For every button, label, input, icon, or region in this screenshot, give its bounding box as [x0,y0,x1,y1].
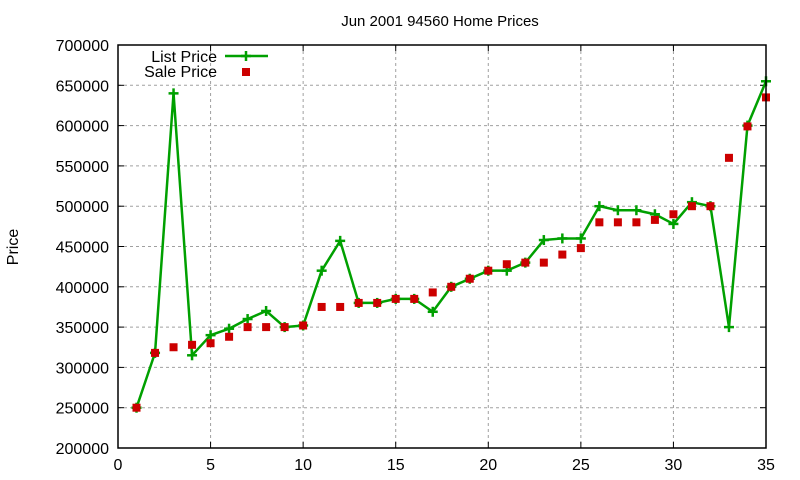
y-tick-label: 650000 [56,78,109,95]
square-marker-icon [410,294,419,303]
square-marker-icon [558,250,567,259]
square-marker-icon [169,343,178,352]
x-tick-label: 0 [114,457,123,474]
y-tick-label: 300000 [56,360,109,377]
x-tick-label: 30 [665,457,683,474]
series-list-price [131,76,771,413]
x-tick-label: 5 [206,457,215,474]
square-marker-icon [687,202,696,211]
series-sale-price [132,93,770,412]
square-marker-icon [447,282,456,291]
square-marker-icon [428,288,437,297]
square-marker-icon [539,258,548,267]
square-marker-icon [391,294,400,303]
x-tick-label: 20 [479,457,497,474]
square-marker-icon [706,202,715,211]
chart-title: Jun 2001 94560 Home Prices [341,13,539,30]
square-marker-icon [373,298,382,307]
square-marker-icon [576,244,585,253]
y-axis-label: Price [5,229,22,266]
legend-label-sale-price: Sale Price [144,64,217,81]
grid-lines [118,45,766,448]
y-tick-label: 500000 [56,199,109,216]
square-marker-icon [225,332,234,341]
x-tick-label: 25 [572,457,590,474]
square-marker-icon [484,266,493,275]
square-marker-icon [262,323,271,332]
y-tick-label: 250000 [56,401,109,418]
square-marker-icon [336,302,345,311]
square-marker-icon [132,403,141,412]
legend: List Price Sale Price [144,49,268,81]
legend-label-list-price: List Price [151,49,217,66]
square-marker-icon [188,340,197,349]
plus-marker-icon [241,51,251,61]
x-tick-label: 35 [757,457,775,474]
square-marker-icon [465,274,474,283]
square-marker-icon [243,323,252,332]
square-marker-icon [595,218,604,227]
y-tick-label: 450000 [56,240,109,257]
y-tick-label: 550000 [56,159,109,176]
square-marker-icon [242,68,250,76]
square-marker-icon [669,210,678,219]
square-marker-icon [724,153,733,162]
square-marker-icon [650,215,659,224]
square-marker-icon [317,302,326,311]
y-tick-label: 700000 [56,38,109,55]
square-marker-icon [632,218,641,227]
y-tick-label: 350000 [56,320,109,337]
x-tick-label: 10 [294,457,312,474]
square-marker-icon [743,122,752,131]
square-marker-icon [280,323,289,332]
square-marker-icon [206,339,215,348]
y-tick-label: 400000 [56,280,109,297]
plot-frame [117,44,767,449]
square-marker-icon [613,218,622,227]
plot-series [131,76,771,413]
axis-ticks: 200000 250000 300000 350000 400000 450000 5000… [56,38,775,474]
square-marker-icon [151,348,160,357]
x-tick-label: 15 [387,457,405,474]
square-marker-icon [354,298,363,307]
y-tick-label: 600000 [56,119,109,136]
square-marker-icon [502,260,511,269]
square-marker-icon [299,321,308,330]
y-tick-label: 200000 [56,441,109,458]
square-marker-icon [521,258,530,267]
